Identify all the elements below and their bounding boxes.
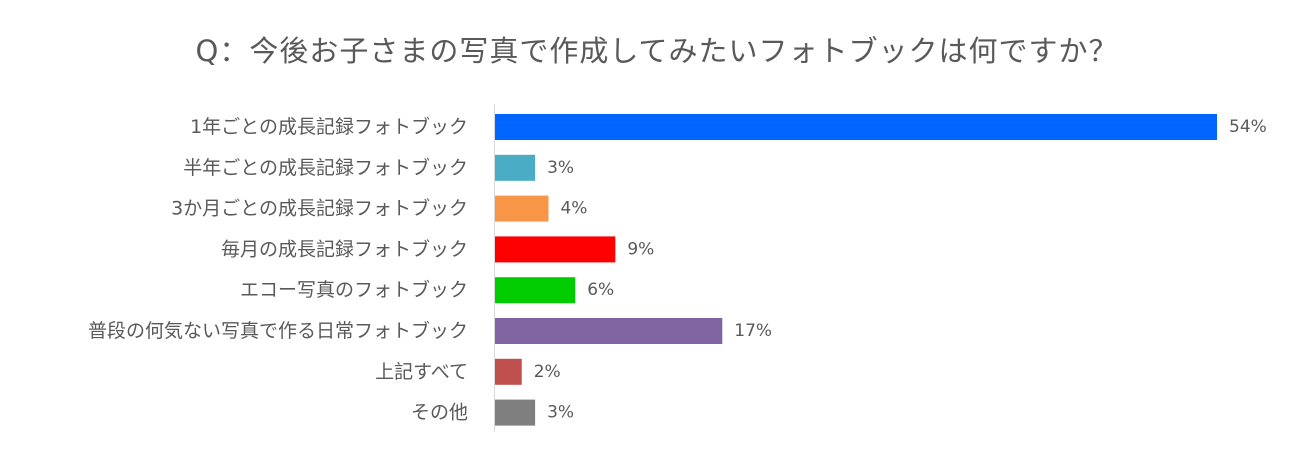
category-label: 3か月ごとの成長記録フォトブック [171, 197, 468, 220]
data-label: 9% [627, 239, 654, 259]
bar [495, 154, 536, 181]
data-label: 4% [560, 199, 587, 219]
bar [495, 114, 1217, 140]
data-label: 3% [547, 403, 574, 423]
data-label: 3% [547, 158, 574, 178]
category-label: 毎月の成長記録フォトブック [221, 237, 468, 260]
data-label: 17% [734, 321, 772, 341]
bar [495, 195, 549, 222]
bar [495, 358, 522, 385]
category-label: その他 [411, 402, 468, 424]
category-label: 上記すべて [375, 361, 468, 383]
bar [495, 399, 536, 426]
category-label: エコー写真のフォトブック [240, 278, 468, 301]
data-label: 6% [587, 280, 614, 300]
category-label: 1年ごとの成長記録フォトブック [190, 115, 468, 138]
category-label: 普段の何気ない写真で作る日常フォトブック [88, 319, 468, 342]
data-label: 54% [1229, 117, 1267, 137]
bar [495, 277, 576, 304]
data-label: 2% [534, 362, 561, 382]
bar [495, 236, 616, 263]
chart-title: Q：今後お子さまの写真で作成してみたいフォトブックは何ですか？ [195, 34, 1119, 68]
category-label: 半年ごとの成長記録フォトブック [183, 156, 468, 179]
bar [495, 318, 723, 344]
